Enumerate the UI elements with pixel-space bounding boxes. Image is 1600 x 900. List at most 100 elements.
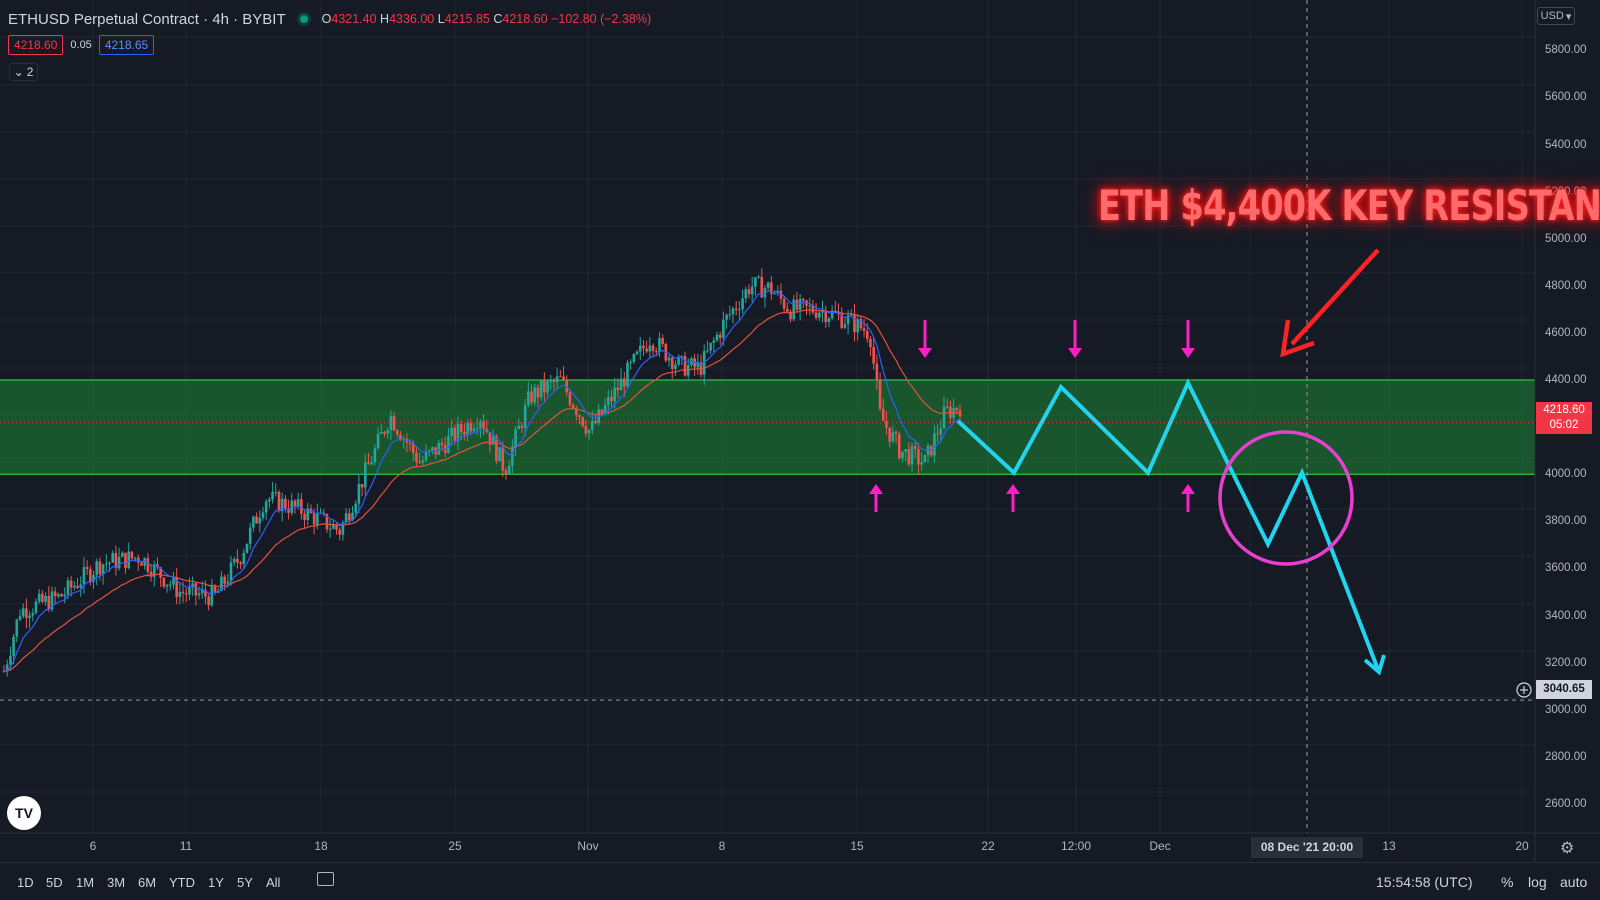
candle-body [958, 410, 962, 417]
candle-body [248, 527, 252, 544]
candle-body [360, 484, 364, 488]
candle-body [917, 449, 920, 465]
candle-body [648, 345, 652, 352]
candle-body [232, 558, 236, 563]
candle-body [517, 425, 521, 430]
candle-body [207, 596, 210, 606]
candle-body [619, 378, 623, 391]
candle-body [236, 558, 239, 563]
candle-body [21, 608, 25, 617]
range-button-ytd[interactable]: YTD [169, 875, 195, 890]
sell-price-button[interactable]: 4218.60 [8, 35, 64, 55]
high-value: 4336.00 [389, 12, 435, 26]
crosshair-add-icon[interactable] [1516, 682, 1532, 698]
spread-value: 0.05 [70, 39, 92, 51]
candle-body [300, 499, 303, 514]
tradingview-logo[interactable]: TV [7, 796, 41, 830]
range-button-all[interactable]: All [266, 875, 281, 890]
candle-body [622, 378, 626, 387]
candle-body [69, 580, 73, 588]
candle-body [933, 433, 936, 456]
time-tick-label: Nov [577, 839, 599, 853]
candle-body [555, 376, 559, 383]
symbol-title[interactable]: ETHUSD Perpetual Contract · 4h · BYBIT [8, 10, 286, 28]
gear-icon[interactable]: ⚙ [1560, 840, 1575, 857]
candle-body [370, 462, 373, 465]
candle-body [34, 601, 38, 613]
candle-body [827, 318, 831, 323]
candle-body [530, 391, 533, 403]
symbol-legend: ETHUSD Perpetual Contract · 4h · BYBIT O… [8, 9, 659, 29]
candle-body [869, 338, 872, 348]
candle-body [549, 380, 553, 382]
candle-body [891, 432, 895, 442]
candle-body [348, 513, 351, 521]
candle-body [718, 334, 722, 338]
candle-body [66, 580, 70, 595]
candle-body [18, 616, 22, 620]
range-button-1m[interactable]: 1M [76, 875, 95, 890]
candle-body [168, 584, 172, 586]
candle-body [770, 282, 773, 295]
candle-body [37, 593, 41, 602]
range-button-1y[interactable]: 1Y [208, 875, 224, 890]
candle-body [591, 420, 594, 431]
candle-body [325, 513, 329, 530]
candle-body [411, 443, 415, 453]
price-tick-label: 5600.00 [1545, 91, 1587, 104]
bar-countdown: 05:02 [1549, 419, 1579, 431]
candle-body [523, 405, 527, 428]
candle-body [261, 512, 265, 518]
range-button-3m[interactable]: 3M [107, 875, 126, 890]
candle-body [865, 330, 869, 339]
candle-body [667, 357, 671, 361]
candle-body [210, 585, 214, 606]
annotation-text[interactable]: ETH $4,400K KEY RESISTANCE [1098, 181, 1600, 230]
candle-body [638, 345, 642, 352]
percent-toggle[interactable]: % [1501, 874, 1514, 890]
candle-body [162, 577, 166, 587]
candle-body [808, 305, 812, 307]
time-tick-label: 6 [89, 839, 97, 853]
candle-body [782, 298, 786, 309]
range-button-1d[interactable]: 1D [17, 875, 34, 890]
log-toggle[interactable]: log [1528, 874, 1547, 890]
candle-body [175, 577, 178, 598]
candle-body [849, 313, 853, 316]
auto-toggle[interactable]: auto [1560, 874, 1588, 890]
resistance-zone [0, 380, 1535, 475]
buy-price-button[interactable]: 4218.65 [98, 35, 155, 55]
candle-body [546, 381, 549, 393]
range-button-6m[interactable]: 6M [138, 875, 157, 890]
candle-body [872, 347, 875, 364]
candle-body [258, 517, 262, 524]
candle-body [213, 585, 217, 593]
currency-selector[interactable]: USD ▾ [1537, 7, 1575, 25]
range-button-5d[interactable]: 5D [46, 875, 63, 890]
candle-body [12, 636, 15, 656]
candle-body [424, 451, 428, 461]
candle-body [846, 315, 850, 325]
candle-body [408, 442, 412, 444]
candle-body [584, 426, 588, 434]
candle-body [830, 310, 834, 319]
candle-body [277, 491, 281, 512]
ema-slow-line [3, 309, 961, 672]
candle-body [945, 406, 949, 408]
range-button-5y[interactable]: 5Y [237, 875, 253, 890]
clock-display[interactable]: 15:54:58 (UTC) [1376, 874, 1473, 890]
change-value: −102.80 (−2.38%) [551, 12, 652, 26]
candle-body [242, 552, 246, 565]
up-arrow-head [869, 484, 883, 494]
indicators-collapse-button[interactable]: ⌄ 2 [9, 63, 38, 81]
time-tick-label: 15 [850, 839, 864, 853]
candle-body [568, 392, 572, 405]
price-tick-label: 3200.00 [1545, 656, 1587, 669]
candle-body [677, 356, 680, 365]
symbol-name: ETHUSD Perpetual Contract [8, 10, 199, 28]
date-range-icon[interactable] [317, 872, 334, 886]
candle-body [559, 376, 562, 378]
candle-body [363, 462, 367, 488]
candle-body [427, 450, 431, 452]
